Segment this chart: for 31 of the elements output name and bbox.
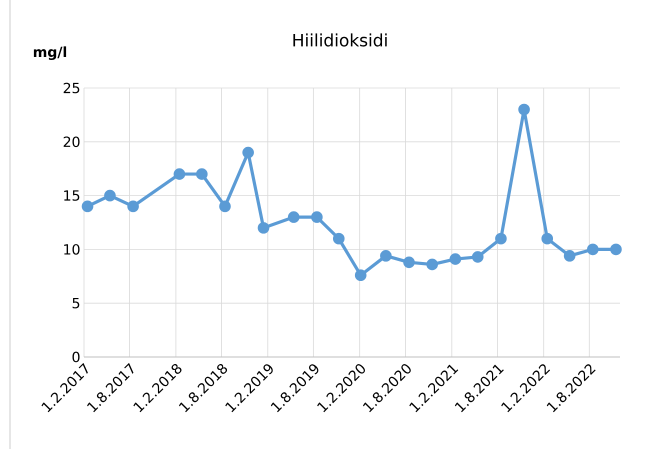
y-tick-label: 10 <box>64 244 80 255</box>
y-tick-label: 20 <box>64 136 80 148</box>
point <box>610 244 622 256</box>
point <box>518 104 530 116</box>
point <box>219 200 231 212</box>
point <box>332 232 345 244</box>
point <box>541 232 554 244</box>
point <box>495 232 507 244</box>
point <box>196 168 208 180</box>
point <box>242 146 254 158</box>
point <box>127 200 139 212</box>
chart-title: Hiilidioksidi <box>293 33 387 47</box>
y-tick-label: 0 <box>72 352 80 362</box>
point <box>472 251 484 263</box>
point <box>258 222 270 234</box>
point <box>426 258 438 270</box>
point <box>587 244 599 256</box>
y-axis-title: mg/l <box>34 46 66 60</box>
y-tick-label: 25 <box>64 82 80 94</box>
point <box>450 253 462 265</box>
point <box>380 250 392 262</box>
point <box>82 200 94 212</box>
point <box>174 168 186 180</box>
point <box>288 211 300 223</box>
y-tick-label: 15 <box>64 190 80 201</box>
point <box>403 256 415 268</box>
point <box>354 269 366 282</box>
y-tick-label: 5 <box>72 298 80 308</box>
point <box>564 250 576 262</box>
point <box>104 190 116 202</box>
point <box>311 211 323 223</box>
